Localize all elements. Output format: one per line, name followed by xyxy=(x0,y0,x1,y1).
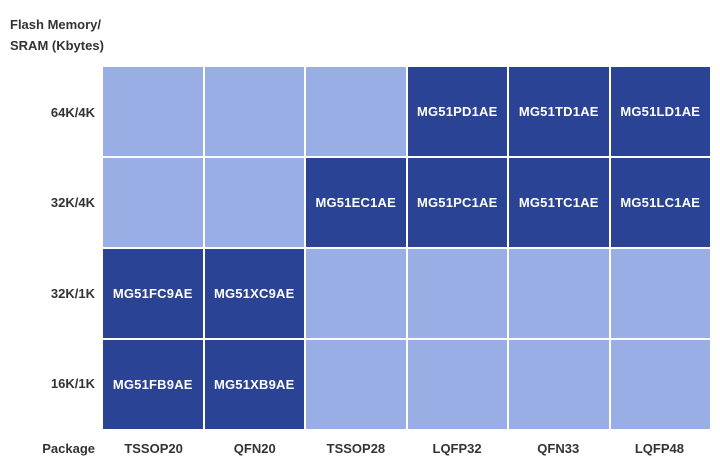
empty-cell xyxy=(204,67,304,156)
column-label-tssop20: TSSOP20 xyxy=(124,441,183,456)
empty-cell xyxy=(610,340,710,429)
empty-cell xyxy=(103,158,203,247)
empty-cell xyxy=(407,340,507,429)
empty-cell xyxy=(204,158,304,247)
part-cell-mg51pc1ae: MG51PC1AE xyxy=(407,158,507,247)
column-label-lqfp48: LQFP48 xyxy=(634,441,684,456)
empty-cell xyxy=(306,249,406,338)
part-cell-mg51td1ae: MG51TD1AE xyxy=(509,67,609,156)
column-label-qfn33: QFN33 xyxy=(537,441,580,456)
y-axis-title-line-1: Flash Memory/ xyxy=(10,17,102,32)
part-cell-mg51fb9ae: MG51FB9AE xyxy=(103,340,203,429)
part-cell-mg51ld1ae: MG51LD1AE xyxy=(610,67,710,156)
empty-cell xyxy=(407,249,507,338)
y-axis-title: Flash Memory/ SRAM (Kbytes) xyxy=(10,14,120,56)
empty-cell xyxy=(306,67,406,156)
package-labels: TSSOP20 QFN20 TSSOP28 LQFP32 QFN33 LQFP4… xyxy=(103,441,710,456)
row-label-16k-1k: 16K/1K xyxy=(50,376,95,391)
part-cell-mg51ec1ae: MG51EC1AE xyxy=(306,158,406,247)
empty-cell xyxy=(509,340,609,429)
empty-cell xyxy=(509,249,609,338)
part-cell-mg51xc9ae: MG51XC9AE xyxy=(204,249,304,338)
part-cell-mg51xb9ae: MG51XB9AE xyxy=(204,340,304,429)
column-label-qfn20: QFN20 xyxy=(233,441,276,456)
column-label-lqfp32: LQFP32 xyxy=(432,441,482,456)
row-label-32k-4k: 32K/4K xyxy=(50,195,95,210)
row-label-64k-4k: 64K/4K xyxy=(50,105,95,120)
y-axis-title-line-2: SRAM (Kbytes) xyxy=(10,38,104,53)
empty-cell xyxy=(306,340,406,429)
empty-cell xyxy=(610,249,710,338)
part-cell-mg51pd1ae: MG51PD1AE xyxy=(407,67,507,156)
product-matrix-grid: MG51PD1AE MG51TD1AE MG51LD1AE MG51EC1AE MG51… xyxy=(103,67,710,429)
column-label-tssop28: TSSOP28 xyxy=(326,441,386,456)
part-cell-mg51lc1ae: MG51LC1AE xyxy=(610,158,710,247)
row-label-32k-1k: 32K/1K xyxy=(50,286,95,301)
part-cell-mg51tc1ae: MG51TC1AE xyxy=(509,158,609,247)
empty-cell xyxy=(103,67,203,156)
x-axis-title: Package xyxy=(42,441,95,456)
part-cell-mg51fc9ae: MG51FC9AE xyxy=(103,249,203,338)
